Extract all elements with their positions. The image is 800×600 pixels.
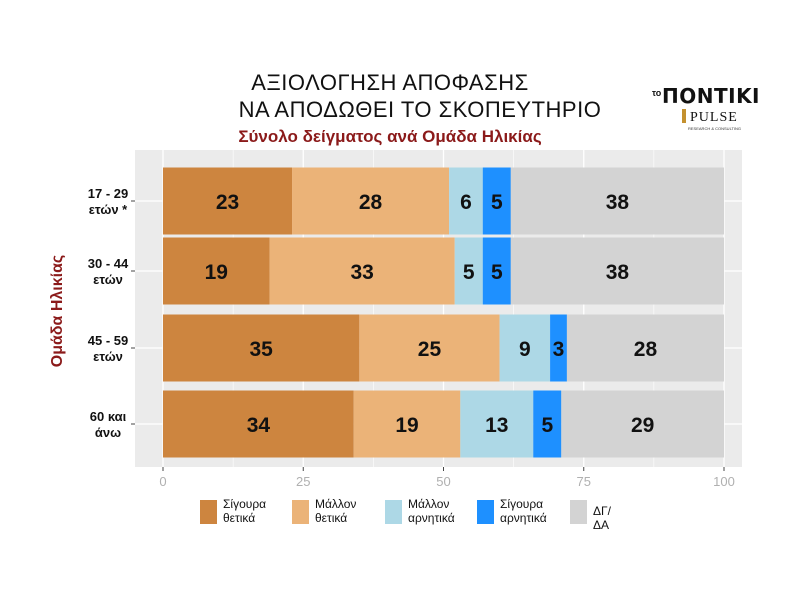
legend-swatch bbox=[477, 500, 494, 524]
legend-label: ΔΓ/ΔΑ bbox=[593, 504, 611, 532]
bar-segment bbox=[454, 237, 483, 305]
brand-logo: το ΠΟΝΤΙΚΙ PULSE RESEARCH & CONSULTING bbox=[652, 82, 762, 132]
chart-title-line1: ΑΞΙΟΛΟΓΗΣΗ ΑΠΟΦΑΣΗΣ bbox=[251, 70, 529, 95]
x-tick-label: 25 bbox=[296, 474, 310, 489]
legend-label: Μάλλον θετικά bbox=[315, 497, 357, 525]
bar-segment bbox=[482, 167, 511, 235]
data-label: 19 bbox=[205, 261, 228, 284]
logo-partner-tagline: RESEARCH & CONSULTING bbox=[688, 126, 742, 131]
data-label: 28 bbox=[359, 191, 383, 214]
data-label: 38 bbox=[606, 191, 630, 214]
bar-segment bbox=[561, 390, 724, 458]
bar-segment bbox=[292, 167, 450, 235]
x-tick-label: 100 bbox=[713, 474, 735, 489]
data-label: 34 bbox=[247, 414, 271, 437]
bar-segment bbox=[510, 237, 724, 305]
data-label: 6 bbox=[460, 191, 472, 214]
data-label: 25 bbox=[418, 338, 442, 361]
legend-swatch bbox=[385, 500, 402, 524]
bar-segment bbox=[359, 314, 500, 382]
data-label: 23 bbox=[216, 191, 239, 214]
data-label: 5 bbox=[463, 261, 475, 284]
y-tick-label: 30 - 44 ετών bbox=[88, 256, 129, 287]
bar-segment bbox=[550, 314, 567, 382]
logo-mark-icon bbox=[682, 109, 686, 123]
data-label: 3 bbox=[553, 338, 565, 361]
bar-segment bbox=[510, 167, 724, 235]
x-tick-label: 75 bbox=[577, 474, 591, 489]
data-label: 5 bbox=[541, 414, 553, 437]
logo-name: ΠΟΝΤΙΚΙ bbox=[662, 84, 761, 108]
x-tick-label: 50 bbox=[436, 474, 450, 489]
legend-swatch bbox=[570, 500, 587, 524]
bar-segment bbox=[449, 167, 483, 235]
bar-segment bbox=[460, 390, 534, 458]
chart-subtitle: Σύνολο δείγματος ανά Ομάδα Ηλικίας bbox=[238, 127, 542, 146]
bar-segment bbox=[566, 314, 724, 382]
legend-label: Μάλλον αρνητικά bbox=[408, 497, 455, 525]
data-label: 29 bbox=[631, 414, 654, 437]
legend-swatch bbox=[200, 500, 217, 524]
y-tick-label: 45 - 59 ετών bbox=[88, 333, 128, 364]
data-label: 19 bbox=[395, 414, 418, 437]
data-label: 5 bbox=[491, 191, 503, 214]
y-tick-label: 17 - 29 ετών * bbox=[88, 186, 128, 217]
data-label: 9 bbox=[519, 338, 531, 361]
legend-label: Σίγουρα θετικά bbox=[223, 497, 267, 525]
bar-segment bbox=[163, 237, 270, 305]
bar-segment bbox=[482, 237, 511, 305]
bar-segment bbox=[269, 237, 455, 305]
bar-segment bbox=[163, 167, 293, 235]
data-label: 13 bbox=[485, 414, 508, 437]
bar-segment bbox=[163, 390, 354, 458]
bar-segment bbox=[353, 390, 461, 458]
data-label: 38 bbox=[606, 261, 630, 284]
logo-partner: PULSE bbox=[690, 110, 738, 125]
data-label: 35 bbox=[249, 338, 273, 361]
chart-title-line2: ΝΑ ΑΠΟΔΩΘΕΙ ΤΟ ΣΚΟΠΕΥΤΗΡΙΟ bbox=[238, 97, 602, 122]
chart-legend: Σίγουρα θετικά Μάλλον θετικά Μάλλον αρνητι… bbox=[200, 497, 680, 533]
legend-label: Σίγουρα αρνητικά bbox=[500, 497, 547, 525]
y-axis-title: Ομάδα Ηλικίας bbox=[49, 255, 66, 367]
bar-segment bbox=[499, 314, 551, 382]
data-label: 33 bbox=[350, 261, 373, 284]
logo-prefix: το bbox=[652, 88, 662, 98]
data-label: 28 bbox=[634, 338, 658, 361]
x-tick-label: 0 bbox=[159, 474, 166, 489]
bar-segment bbox=[533, 390, 562, 458]
bar-segment bbox=[163, 314, 360, 382]
y-tick-label: 60 και άνω bbox=[90, 409, 127, 440]
data-label: 5 bbox=[491, 261, 503, 284]
legend-swatch bbox=[292, 500, 309, 524]
